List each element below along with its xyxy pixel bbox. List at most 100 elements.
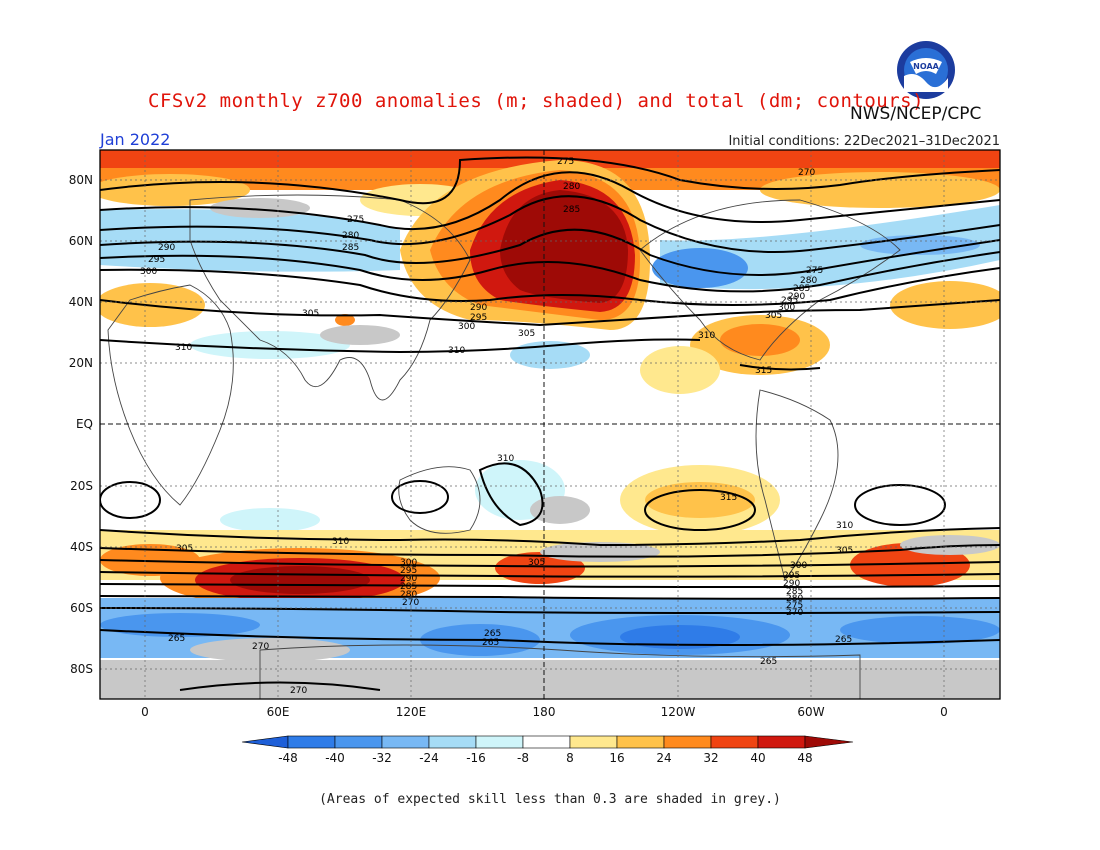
contour-label: 310 xyxy=(836,521,853,531)
colorbar-tick-label: -24 xyxy=(419,751,439,765)
skill-footnote: (Areas of expected skill less than 0.3 a… xyxy=(319,792,781,807)
colorbar-tick-label: -16 xyxy=(466,751,486,765)
contour-label: 310 xyxy=(332,537,349,547)
contour-label: 275 xyxy=(786,601,803,611)
colorbar-swatch xyxy=(757,735,806,749)
contour-labels: 275 280 285 270 275 280 285 290 295 300 … xyxy=(140,157,853,696)
contour-label: 290 xyxy=(783,579,800,589)
lat-label: 60S xyxy=(70,601,93,615)
lon-label: 60W xyxy=(797,705,824,719)
longitude-labels: 0 60E 120E 180 120W 60W 0 xyxy=(141,705,948,719)
colorbar-tick-label: -48 xyxy=(278,751,298,765)
svg-text:NOAA: NOAA xyxy=(913,62,939,71)
coastlines xyxy=(107,194,901,699)
contour-label: 285 xyxy=(400,582,417,592)
contour-label: 305 xyxy=(176,544,193,554)
contour-label: 305 xyxy=(302,309,319,319)
axis-lines xyxy=(100,150,1000,699)
contour-label: 315 xyxy=(720,493,737,503)
contour-label: 290 xyxy=(788,292,805,302)
contour-label: 295 xyxy=(781,296,798,306)
grid-lines xyxy=(100,150,1000,699)
contour-label: 300 xyxy=(400,558,417,568)
contour-label: 285 xyxy=(342,243,359,253)
contour-label: 280 xyxy=(342,231,359,241)
contour-label: 270 xyxy=(786,608,803,618)
colorbar-swatch xyxy=(710,735,759,749)
contour-label: 270 xyxy=(402,598,419,608)
colorbar-swatch xyxy=(381,735,430,749)
contour-label: 285 xyxy=(793,284,810,294)
contour-label: 305 xyxy=(528,558,545,568)
contour-label: 265 xyxy=(835,635,852,645)
colorbar-swatch xyxy=(522,735,571,749)
colorbar-tick-label: 8 xyxy=(566,751,574,765)
lat-label: 80S xyxy=(70,662,93,676)
colorbar-tick-label: 32 xyxy=(703,751,718,765)
contour-label: 295 xyxy=(783,571,800,581)
colorbar: -48 -40 -32 -24 -16 -8 8 16 24 32 40 48 xyxy=(241,735,854,765)
noaa-logo: NOAA xyxy=(896,40,956,100)
lat-label: 80N xyxy=(69,173,93,187)
lat-label: 60N xyxy=(69,234,93,248)
agency-label: NWS/NCEP/CPC xyxy=(850,104,982,124)
contour-label: 275 xyxy=(347,215,364,225)
contour-label: 300 xyxy=(778,303,795,313)
colorbar-tick-label: 48 xyxy=(797,751,812,765)
lon-label: 0 xyxy=(940,705,948,719)
lon-label: 120W xyxy=(661,705,696,719)
colorbar-swatch xyxy=(616,735,665,749)
contour-label: 300 xyxy=(458,322,475,332)
contour-label: 280 xyxy=(800,276,817,286)
contour-label: 300 xyxy=(790,561,807,571)
chart-title: CFSv2 monthly z700 anomalies (m; shaded)… xyxy=(148,90,925,112)
forecast-month: Jan 2022 xyxy=(100,130,171,149)
map-field xyxy=(100,150,1000,699)
contour-label: 310 xyxy=(175,343,192,353)
contour-label: 270 xyxy=(252,642,269,652)
colorbar-swatch xyxy=(475,735,524,749)
contour-label: 295 xyxy=(470,313,487,323)
contour-label: 310 xyxy=(497,454,514,464)
contour-label: 290 xyxy=(470,303,487,313)
lat-label: 40N xyxy=(69,295,93,309)
colorbar-swatch xyxy=(428,735,477,749)
lon-label: 60E xyxy=(267,705,290,719)
colorbar-arrow-high xyxy=(804,735,854,749)
lat-label: 20S xyxy=(70,479,93,493)
contour-label: 280 xyxy=(786,594,803,604)
contour-label: 280 xyxy=(400,590,417,600)
contour-label: 295 xyxy=(400,566,417,576)
contour-label: 315 xyxy=(755,366,772,376)
contour-label: 300 xyxy=(140,267,157,277)
colorbar-tick-label: -32 xyxy=(372,751,392,765)
contour-label: 275 xyxy=(557,157,574,167)
lat-label: EQ xyxy=(76,417,93,431)
contour-label: 295 xyxy=(148,255,165,265)
contour-label: 270 xyxy=(290,686,307,696)
contour-label: 290 xyxy=(400,574,417,584)
contour-label: 275 xyxy=(806,266,823,276)
height-contours xyxy=(100,156,1000,691)
contour-label: 285 xyxy=(786,587,803,597)
contour-label: 280 xyxy=(563,182,580,192)
lon-label: 120E xyxy=(396,705,427,719)
lat-label: 20N xyxy=(69,356,93,370)
colorbar-swatch xyxy=(663,735,712,749)
contour-label: 305 xyxy=(765,311,782,321)
colorbar-tick-label: -40 xyxy=(325,751,345,765)
contour-label: 265 xyxy=(168,634,185,644)
contour-label: 265 xyxy=(482,638,499,648)
latitude-labels: 80N 60N 40N 20N EQ 20S 40S 60S 80S xyxy=(69,173,93,676)
contour-label: 305 xyxy=(836,546,853,556)
colorbar-swatch xyxy=(287,735,336,749)
colorbar-swatch xyxy=(569,735,618,749)
colorbar-tick-label: 24 xyxy=(656,751,671,765)
colorbar-tick-label: 40 xyxy=(750,751,765,765)
lon-label: 180 xyxy=(533,705,556,719)
lon-label: 0 xyxy=(141,705,149,719)
lat-label: 40S xyxy=(70,540,93,554)
colorbar-tick-label: -8 xyxy=(517,751,529,765)
contour-label: 270 xyxy=(798,168,815,178)
